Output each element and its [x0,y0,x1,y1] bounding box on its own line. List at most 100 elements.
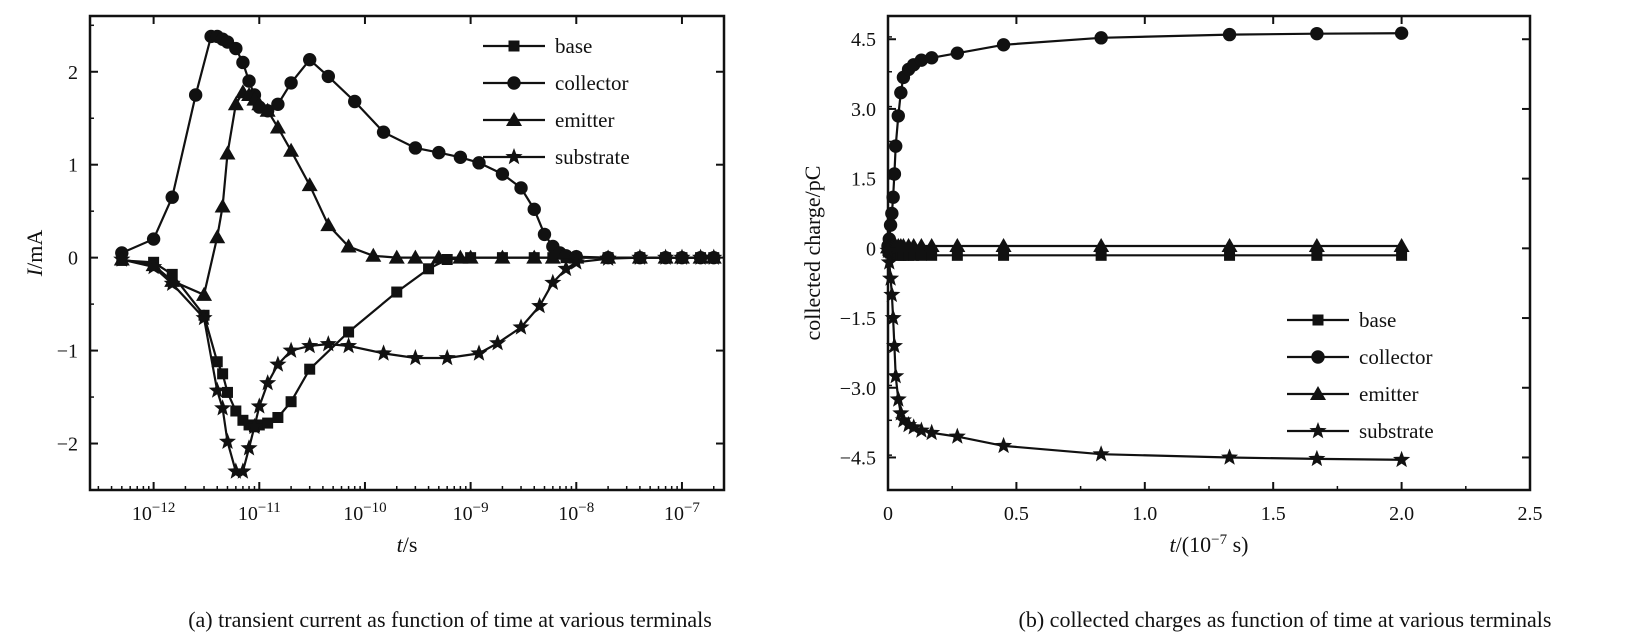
data-point-base [304,363,316,375]
data-point-emitter [269,119,286,134]
data-point-substrate [470,344,488,361]
legend-label-collector: collector [555,71,628,95]
data-point-substrate [240,439,258,456]
x-tick-label: 0.5 [1004,503,1029,525]
data-point-base [998,249,1010,261]
data-point-base [1095,249,1107,261]
data-point-emitter [214,198,231,213]
data-point-base [217,368,229,380]
data-point-collector [376,125,391,139]
data-point-base [230,405,242,417]
data-point-emitter [1221,238,1238,253]
data-point-substrate [557,259,575,277]
data-point-substrate [879,241,897,258]
x-axis-title: t/(10−7 s) [1170,532,1249,557]
data-point-collector [1394,26,1409,40]
x-tick-label: 1.5 [1261,503,1286,525]
data-point-base [1311,249,1323,261]
x-tick-label: 1.0 [1132,503,1157,525]
data-point-substrate [894,411,912,428]
data-point-emitter [227,96,244,111]
data-point-substrate [544,273,562,290]
y-tick-label: 0 [68,248,78,270]
data-point-collector [495,167,510,181]
legend-label-emitter: emitter [1359,382,1418,406]
y-tick-label: 4.5 [851,29,876,51]
data-point-substrate [1393,450,1411,468]
data-point-emitter [388,249,405,264]
data-point-collector [348,94,362,109]
data-point-substrate [282,341,300,358]
data-point-substrate [406,349,424,366]
data-point-substrate [673,248,691,265]
data-point-collector [271,97,285,111]
data-point-base [272,412,284,424]
data-point-collector [514,181,528,195]
x-tick-label: 10−10 [343,500,386,525]
data-point-substrate [113,250,131,267]
data-point-substrate [269,355,287,372]
data-point-collector [924,51,939,65]
data-point-substrate [250,397,268,414]
data-point-emitter [462,249,479,264]
series-line-base [121,256,714,428]
y-tick-label: −2 [57,434,78,456]
data-point-emitter [949,238,966,253]
data-point-collector [229,41,243,56]
data-point-collector [453,150,468,164]
data-point-collector [408,141,423,155]
y-tick-label: 2 [68,62,78,84]
y-tick-label: 3.0 [851,99,876,121]
data-point-collector [1222,27,1237,42]
data-point-substrate [948,427,966,444]
data-point-substrate [1221,448,1239,465]
data-point-collector [559,249,573,263]
data-point-collector [885,206,899,221]
data-point-substrate [1092,445,1110,462]
x-tick-label: 10−11 [238,500,281,525]
legend-label-collector: collector [1359,345,1432,369]
data-point-substrate [705,248,723,265]
x-tick-label: 10−9 [453,500,489,525]
series-line-emitter [121,90,714,297]
data-point-emitter [1093,238,1110,253]
data-point-emitter [452,249,469,264]
data-point-substrate [163,274,181,291]
data-point-substrate [375,344,393,361]
legend-marker-collector [507,76,521,90]
data-point-collector [472,156,486,170]
data-point-base [343,326,355,338]
data-point-emitter [209,229,226,244]
data-point-collector [887,167,902,181]
data-point-emitter [1308,238,1325,253]
legend-label-substrate: substrate [1359,419,1434,443]
data-point-substrate [259,374,277,391]
data-point-base [285,396,297,408]
data-point-collector [284,76,298,90]
y-tick-label: −3.0 [840,378,876,400]
data-point-substrate [692,248,710,265]
data-point-substrate [912,421,930,438]
y-tick-label: −4.5 [840,447,876,469]
data-point-emitter [301,177,318,192]
legend: base collector emitter substrate [1287,308,1434,443]
data-point-base [908,249,920,261]
legend-label-base: base [1359,308,1396,332]
x-tick-label: 10−12 [132,500,175,525]
data-point-substrate [882,269,900,286]
series-line-base [887,249,1402,257]
data-point-emitter [407,249,424,264]
data-point-collector [883,218,898,232]
data-point-emitter [1393,238,1410,253]
data-point-collector [889,139,903,153]
y-axis-title: collected charge/pC [800,166,825,341]
data-point-emitter [526,249,543,264]
x-tick-label: 0 [883,503,893,525]
data-point-emitter [320,217,337,232]
data-point-collector [188,88,203,102]
data-point-base [926,249,938,261]
data-point-emitter [259,102,276,117]
data-point-collector [242,74,256,88]
panel-a-caption: (a) transient current as function of tim… [188,607,712,632]
data-point-emitter [365,247,382,262]
